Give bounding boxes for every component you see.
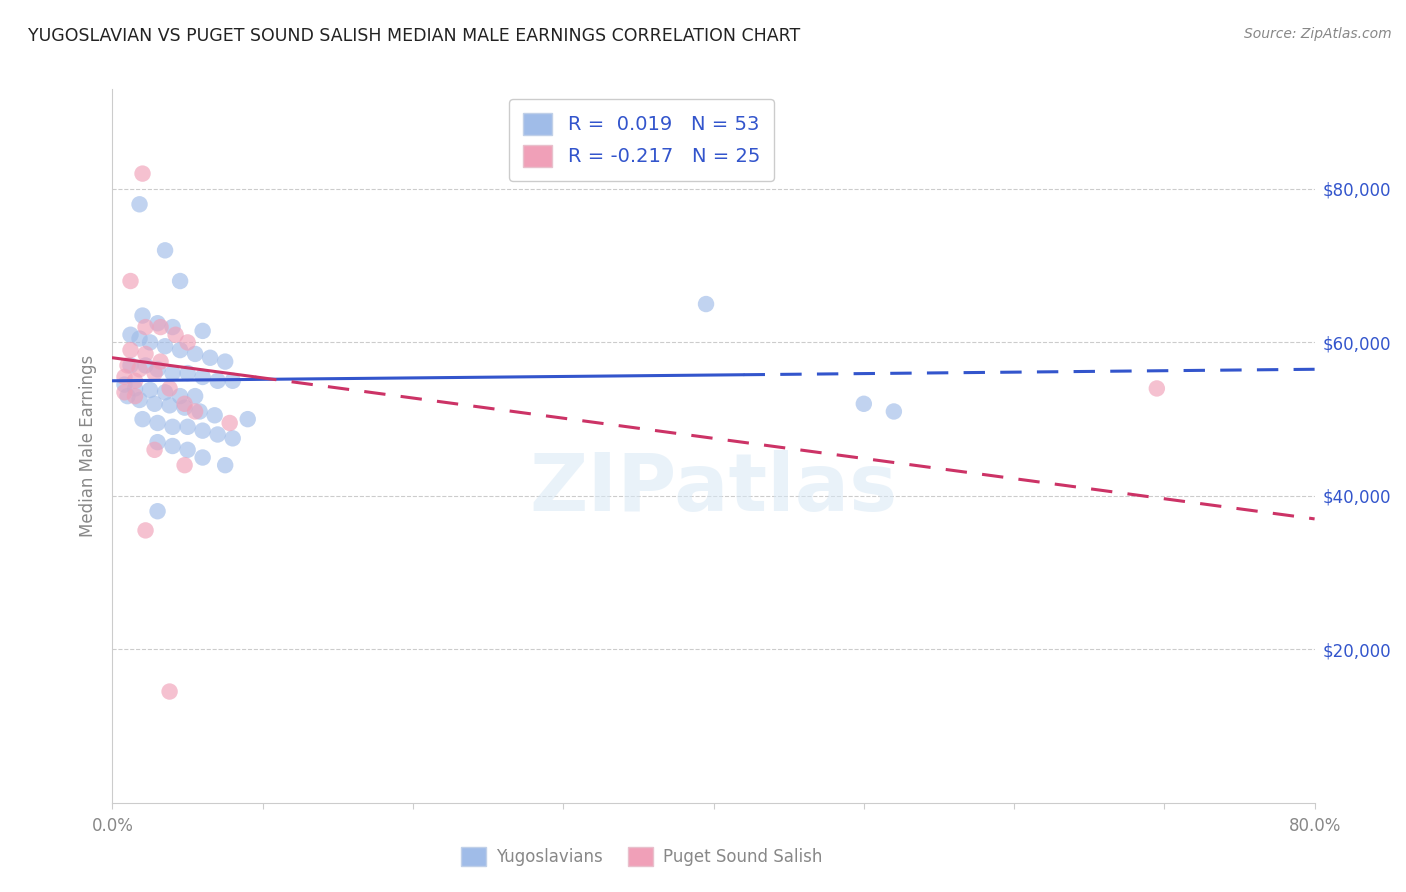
Point <box>135 347 157 361</box>
Point <box>218 416 240 430</box>
Point <box>188 404 211 418</box>
Point <box>114 385 136 400</box>
Point <box>146 504 169 518</box>
Text: Source: ZipAtlas.com: Source: ZipAtlas.com <box>1244 27 1392 41</box>
Point <box>176 442 198 457</box>
Point <box>128 332 150 346</box>
Point <box>146 435 169 450</box>
Point <box>114 370 136 384</box>
Point <box>176 335 198 350</box>
Point <box>852 397 875 411</box>
Point <box>131 412 153 426</box>
Point <box>128 362 150 376</box>
Point <box>128 392 150 407</box>
Point <box>169 274 191 288</box>
Point <box>184 347 207 361</box>
Point <box>173 401 195 415</box>
Point <box>159 381 181 395</box>
Point <box>131 309 153 323</box>
Point <box>124 381 146 395</box>
Point <box>169 343 191 357</box>
Point <box>173 458 195 473</box>
Point <box>1146 381 1168 395</box>
Point <box>149 320 172 334</box>
Point <box>120 343 142 357</box>
Point <box>883 404 905 418</box>
Point <box>207 374 229 388</box>
Point <box>214 354 236 368</box>
Point <box>124 374 146 388</box>
Point <box>162 366 184 380</box>
Point <box>120 359 142 373</box>
Point <box>222 431 245 445</box>
Point <box>214 458 236 473</box>
Point <box>120 327 142 342</box>
Point <box>139 383 162 397</box>
Point <box>191 370 214 384</box>
Point <box>128 197 150 211</box>
Point <box>162 320 184 334</box>
Point <box>117 389 139 403</box>
Point <box>146 362 169 376</box>
Point <box>207 427 229 442</box>
Point <box>184 404 207 418</box>
Point <box>120 274 142 288</box>
Point <box>159 684 181 698</box>
Point <box>176 419 198 434</box>
Point <box>165 327 187 342</box>
Point <box>222 374 245 388</box>
Point <box>153 244 176 258</box>
Point <box>191 424 214 438</box>
Point <box>139 335 162 350</box>
Point <box>191 324 214 338</box>
Point <box>146 416 169 430</box>
Point <box>135 359 157 373</box>
Point <box>236 412 259 426</box>
Point <box>159 398 181 412</box>
Point <box>149 354 172 368</box>
Point <box>124 389 146 403</box>
Point <box>198 351 221 365</box>
Text: YUGOSLAVIAN VS PUGET SOUND SALISH MEDIAN MALE EARNINGS CORRELATION CHART: YUGOSLAVIAN VS PUGET SOUND SALISH MEDIAN… <box>28 27 800 45</box>
Point <box>191 450 214 465</box>
Point <box>153 385 176 400</box>
Point <box>117 359 139 373</box>
Legend: Yugoslavians, Puget Sound Salish: Yugoslavians, Puget Sound Salish <box>454 840 828 873</box>
Point <box>143 442 166 457</box>
Point <box>176 366 198 380</box>
Text: ZIPatlas: ZIPatlas <box>530 450 897 528</box>
Point <box>131 167 153 181</box>
Point <box>184 389 207 403</box>
Point <box>135 524 157 538</box>
Point <box>169 389 191 403</box>
Point <box>162 419 184 434</box>
Point <box>146 316 169 330</box>
Point <box>204 409 226 423</box>
Point <box>153 339 176 353</box>
Point <box>114 377 136 392</box>
Point <box>143 366 166 380</box>
Y-axis label: Median Male Earnings: Median Male Earnings <box>79 355 97 537</box>
Point <box>143 397 166 411</box>
Point <box>173 397 195 411</box>
Point <box>162 439 184 453</box>
Point <box>135 320 157 334</box>
Point <box>695 297 717 311</box>
